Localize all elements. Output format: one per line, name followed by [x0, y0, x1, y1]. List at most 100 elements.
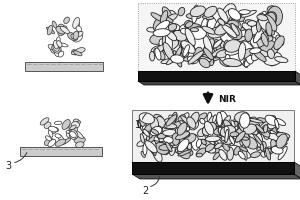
Ellipse shape [185, 28, 195, 46]
Ellipse shape [137, 121, 147, 132]
Ellipse shape [275, 119, 279, 129]
Bar [138, 3, 295, 71]
Ellipse shape [244, 53, 254, 67]
Ellipse shape [189, 112, 199, 127]
Bar [138, 71, 295, 81]
Ellipse shape [192, 55, 211, 62]
Ellipse shape [223, 143, 230, 151]
Ellipse shape [189, 27, 206, 39]
Ellipse shape [71, 34, 75, 39]
Ellipse shape [207, 18, 217, 33]
Ellipse shape [150, 117, 155, 125]
Ellipse shape [234, 59, 244, 65]
Ellipse shape [202, 122, 216, 135]
Bar [132, 110, 294, 162]
Ellipse shape [254, 28, 263, 34]
Ellipse shape [147, 28, 155, 32]
Ellipse shape [178, 125, 190, 132]
Ellipse shape [227, 36, 237, 55]
Ellipse shape [271, 140, 278, 151]
Ellipse shape [153, 147, 162, 162]
Ellipse shape [242, 23, 252, 31]
Ellipse shape [74, 136, 85, 144]
Ellipse shape [170, 24, 180, 30]
Ellipse shape [148, 130, 157, 135]
Ellipse shape [151, 129, 159, 135]
Ellipse shape [226, 24, 242, 40]
Ellipse shape [180, 121, 187, 127]
Ellipse shape [197, 113, 207, 121]
Ellipse shape [202, 45, 220, 57]
Ellipse shape [259, 40, 277, 52]
Ellipse shape [218, 27, 228, 42]
Ellipse shape [143, 123, 155, 134]
Ellipse shape [163, 39, 178, 50]
Ellipse shape [239, 147, 247, 151]
Ellipse shape [249, 35, 257, 46]
Ellipse shape [169, 32, 183, 41]
Ellipse shape [178, 150, 192, 156]
Ellipse shape [226, 49, 244, 66]
Ellipse shape [153, 29, 170, 37]
Ellipse shape [190, 28, 199, 32]
Ellipse shape [76, 26, 82, 32]
Ellipse shape [250, 152, 260, 158]
Ellipse shape [161, 58, 175, 64]
Ellipse shape [61, 138, 71, 145]
Ellipse shape [207, 147, 216, 153]
Ellipse shape [179, 33, 185, 43]
Ellipse shape [263, 133, 269, 139]
Ellipse shape [60, 26, 69, 33]
Polygon shape [295, 71, 300, 85]
Ellipse shape [44, 138, 53, 145]
Ellipse shape [274, 132, 289, 142]
Ellipse shape [178, 26, 191, 38]
Ellipse shape [154, 114, 164, 122]
Ellipse shape [169, 145, 175, 155]
Ellipse shape [174, 130, 179, 143]
Ellipse shape [63, 123, 70, 126]
Ellipse shape [226, 11, 234, 23]
Ellipse shape [209, 125, 218, 131]
Ellipse shape [193, 52, 204, 62]
Ellipse shape [178, 139, 189, 152]
Ellipse shape [73, 17, 80, 28]
Ellipse shape [238, 43, 246, 60]
Ellipse shape [181, 116, 191, 125]
Ellipse shape [218, 127, 223, 135]
Ellipse shape [217, 122, 228, 134]
Ellipse shape [154, 47, 167, 56]
Ellipse shape [149, 51, 155, 61]
Ellipse shape [53, 127, 58, 132]
Ellipse shape [66, 130, 74, 134]
Ellipse shape [179, 29, 191, 48]
Ellipse shape [176, 53, 190, 61]
Ellipse shape [236, 131, 245, 142]
Ellipse shape [230, 41, 236, 53]
Ellipse shape [166, 142, 172, 152]
Ellipse shape [271, 146, 283, 154]
Ellipse shape [265, 115, 277, 125]
Ellipse shape [185, 134, 196, 143]
Ellipse shape [217, 115, 222, 123]
Ellipse shape [153, 141, 165, 145]
Ellipse shape [53, 44, 59, 51]
Ellipse shape [49, 129, 57, 134]
Ellipse shape [48, 139, 56, 147]
Ellipse shape [213, 40, 223, 54]
Ellipse shape [260, 128, 270, 137]
Ellipse shape [191, 134, 199, 150]
Ellipse shape [254, 27, 264, 43]
Ellipse shape [73, 33, 82, 42]
Ellipse shape [142, 120, 146, 130]
Ellipse shape [178, 30, 195, 42]
Ellipse shape [241, 137, 249, 140]
Ellipse shape [205, 144, 214, 151]
Ellipse shape [263, 12, 276, 30]
Ellipse shape [196, 153, 203, 157]
Ellipse shape [170, 122, 176, 127]
Ellipse shape [46, 27, 55, 34]
Ellipse shape [158, 30, 165, 36]
Ellipse shape [62, 120, 70, 129]
Ellipse shape [76, 48, 85, 53]
